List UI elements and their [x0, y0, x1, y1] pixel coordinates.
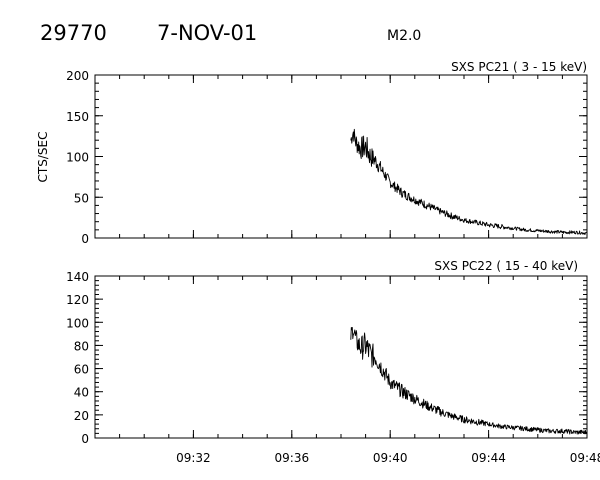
y-tick-label: 200 [66, 69, 89, 83]
y-tick-label: 140 [66, 270, 89, 284]
x-tick-label: 09:48 [570, 451, 600, 465]
y-tick-label: 100 [66, 316, 89, 330]
y-axis-label: CTS/SEC [36, 132, 50, 183]
flare-class: M2.0 [387, 28, 421, 44]
y-tick-label: 60 [74, 363, 89, 377]
event-date: 7-NOV-01 [157, 21, 257, 45]
y-tick-label: 80 [74, 339, 89, 353]
y-tick-label: 100 [66, 151, 89, 165]
count-rate-line [350, 128, 588, 235]
panel-title-pc22: SXS PC22 ( 15 - 40 keV) [434, 259, 578, 273]
y-tick-label: 20 [74, 409, 89, 423]
y-tick-label: 0 [81, 232, 89, 246]
plot-frame-pc21 [94, 74, 588, 239]
x-tick-label: 09:36 [275, 451, 310, 465]
x-tick-label: 09:32 [176, 451, 211, 465]
y-tick-label: 120 [66, 293, 89, 307]
x-tick-label: 09:44 [471, 451, 506, 465]
count-rate-line [350, 327, 588, 435]
y-tick-label: 50 [74, 191, 89, 205]
panel-pc22: SXS PC22 ( 15 - 40 keV) 0 20 40 60 80 100 120 1… [66, 259, 600, 465]
panel-pc21: SXS PC21 ( 3 - 15 keV) CTS/SEC 0 50 100 150… [36, 60, 588, 246]
y-tick-label: 150 [66, 110, 89, 124]
x-tick-label: 09:40 [373, 451, 408, 465]
plot-frame-pc22 [94, 275, 588, 439]
event-number: 29770 [40, 21, 107, 45]
y-tick-label: 40 [74, 386, 89, 400]
y-tick-label: 0 [81, 432, 89, 446]
panel-title-pc21: SXS PC21 ( 3 - 15 keV) [451, 60, 587, 74]
